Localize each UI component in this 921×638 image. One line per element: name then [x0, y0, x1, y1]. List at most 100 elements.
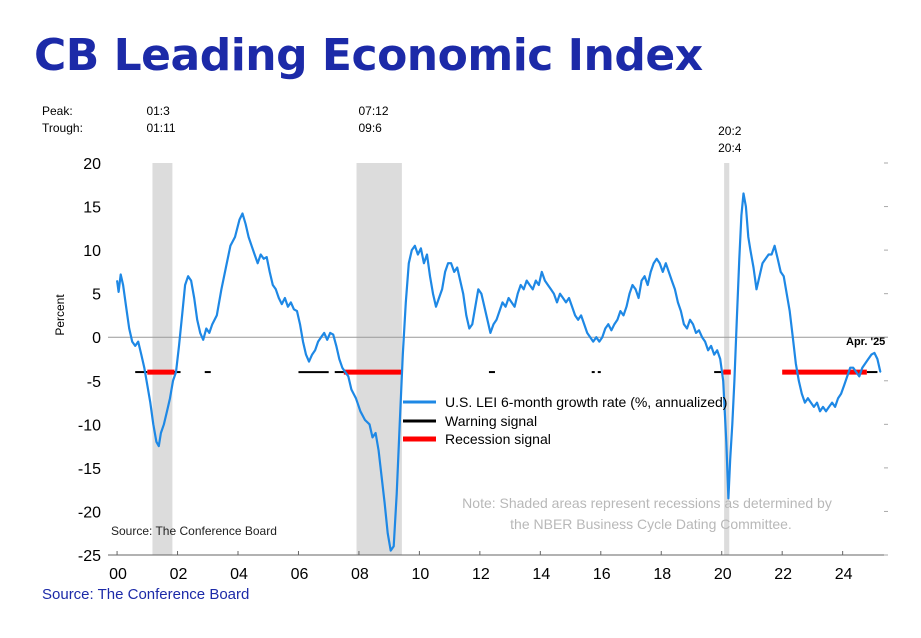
lei-data-point [589, 336, 591, 338]
y-tick-label: -15 [78, 461, 101, 478]
lei-data-point [299, 323, 301, 325]
lei-data-point [229, 245, 231, 247]
y-tick-label: 15 [83, 200, 101, 217]
lei-data-point [647, 284, 649, 286]
lei-data-point [783, 275, 785, 277]
lei-data-point [807, 397, 809, 399]
lei-data-point [613, 323, 616, 325]
trough-date: 09:6 [359, 121, 383, 135]
lei-data-point [719, 358, 721, 360]
peak-header: Peak: [42, 104, 73, 118]
lei-data-point [837, 397, 839, 399]
lei-data-point [486, 319, 488, 321]
lei-data-point [149, 402, 151, 404]
lei-data-point [855, 371, 857, 373]
y-axis-label: Percent [53, 294, 67, 336]
lei-data-point [511, 301, 513, 303]
lei-data-point [774, 245, 776, 247]
lei-data-point [810, 402, 812, 404]
lei-data-point [146, 384, 148, 386]
lei-data-point [733, 380, 736, 382]
lei-data-point [311, 354, 313, 356]
lei-data-point [371, 436, 374, 438]
x-tick-label: 16 [593, 566, 611, 583]
lei-data-point [755, 288, 758, 290]
lei-data-point [692, 323, 694, 325]
lei-data-point [116, 280, 118, 282]
lei-data-point [251, 245, 253, 247]
lei-data-point [314, 349, 316, 351]
lei-data-point [172, 380, 174, 382]
x-tick-label: 00 [109, 566, 127, 583]
lei-data-point [553, 293, 555, 295]
lei-data-point [441, 288, 443, 290]
lei-data-point [393, 545, 395, 547]
lei-data-point [819, 410, 821, 412]
lei-data-point [163, 423, 165, 425]
lei-data-point [234, 236, 236, 238]
lei-data-point [876, 358, 879, 360]
lei-data-point [879, 371, 882, 373]
lei-data-point [399, 423, 401, 425]
lei-data-point [120, 273, 122, 276]
lei-data-point [387, 532, 389, 534]
lei-data-point [184, 284, 186, 286]
lei-data-point [861, 367, 863, 369]
legend: U.S. LEI 6-month growth rate (%, annuali… [403, 394, 727, 447]
lei-data-point [864, 362, 866, 364]
lei-data-point [508, 297, 510, 299]
peak-date: 20:2 [718, 124, 742, 138]
lei-data-point [653, 262, 655, 264]
lei-data-point [350, 388, 352, 391]
lei-data-point [155, 441, 157, 443]
lei-data-point [722, 380, 724, 382]
lei-data-point [686, 327, 688, 330]
peak-date: 07:12 [359, 104, 389, 118]
lei-data-point [308, 361, 310, 363]
lei-data-point [565, 301, 567, 303]
lei-data-point [266, 256, 268, 258]
lei-data-point [181, 314, 183, 316]
lei-data-point [867, 358, 869, 360]
lei-data-point [281, 303, 283, 305]
lei-data-point [216, 314, 218, 316]
lei-data-point [586, 332, 588, 334]
lei-chart: Peak: Trough: 01:3 01:11 07:12 09:6 20:2 20:4 2… [42, 104, 888, 583]
lei-data-point [160, 432, 162, 434]
lei-data-point [199, 332, 201, 334]
lei-data-point [571, 306, 573, 308]
x-tick-label: 22 [774, 566, 792, 583]
lei-data-point [846, 375, 848, 377]
lei-data-point [323, 332, 325, 334]
lei-data-point [804, 402, 806, 404]
lei-data-point [278, 297, 280, 299]
lei-data-point [843, 384, 845, 386]
lei-data-point [816, 402, 818, 404]
lei-data-point [326, 339, 328, 341]
lei-data-point [870, 354, 873, 356]
lei-data-point [296, 310, 298, 312]
lei-data-point [580, 314, 582, 316]
lei-data-point [771, 253, 773, 256]
lei-data-point [780, 271, 782, 273]
lei-data-point [450, 262, 452, 264]
lei-data-point [731, 423, 733, 425]
lei-data-point [263, 258, 265, 260]
x-tick-label: 24 [835, 566, 853, 583]
lei-data-point [541, 271, 543, 273]
lei-data-point [742, 192, 745, 195]
lei-data-point [137, 341, 139, 343]
lei-data-point [290, 301, 292, 303]
lei-data-point [704, 341, 706, 343]
lei-data-point [710, 345, 712, 347]
lei-data-point [335, 345, 337, 347]
lei-data-point [462, 293, 464, 295]
lei-data-point [396, 493, 398, 495]
lei-data-point [122, 284, 124, 286]
lei-data-point [668, 271, 670, 273]
lei-data-point [677, 301, 679, 303]
lei-data-point [480, 293, 482, 295]
lei-data-point [359, 410, 361, 412]
lei-data-point [689, 319, 691, 321]
lei-data-point [526, 280, 528, 282]
